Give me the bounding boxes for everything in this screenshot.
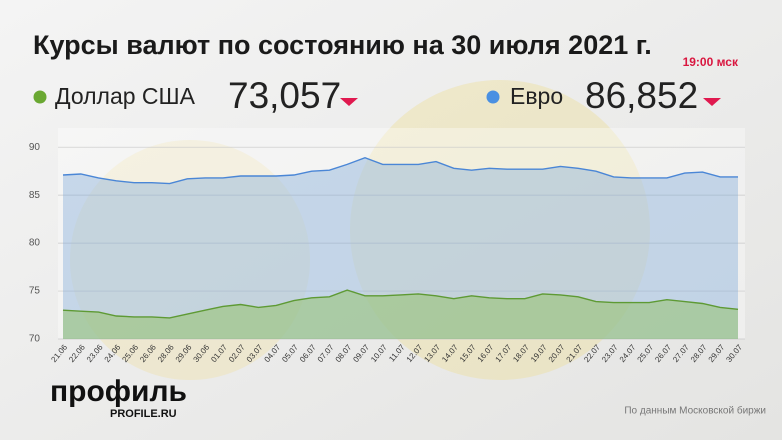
legend-dot: [486, 90, 500, 104]
brand-site: PROFILE.RU: [110, 408, 177, 420]
y-tick-label: 90: [29, 142, 41, 153]
line: [62, 156, 738, 185]
plot-area: [58, 128, 745, 339]
decor: [70, 140, 310, 380]
source: По данным Московской биржи: [624, 405, 766, 417]
decor: [350, 80, 650, 380]
area: [63, 157, 738, 339]
brand: профиль: [50, 375, 187, 408]
legend-label: Доллар США: [55, 83, 196, 109]
area: [63, 290, 738, 339]
current-value: 73,057: [228, 75, 341, 116]
y-tick-label: 80: [29, 238, 41, 249]
y-tick-label: 70: [29, 334, 41, 345]
down-arrow: [340, 98, 358, 106]
legend-label: Евро: [510, 83, 563, 109]
current-value: 86,852: [585, 75, 698, 116]
subtitle: 19:00 мск: [683, 55, 739, 69]
down-arrow: [703, 98, 721, 106]
legend-dot: [33, 90, 47, 104]
y-tick-label: 85: [29, 190, 41, 201]
line: [62, 289, 739, 319]
chart-title: Курсы валют по состоянию на 30 июля 2021…: [33, 30, 652, 60]
y-tick-label: 75: [29, 286, 41, 297]
